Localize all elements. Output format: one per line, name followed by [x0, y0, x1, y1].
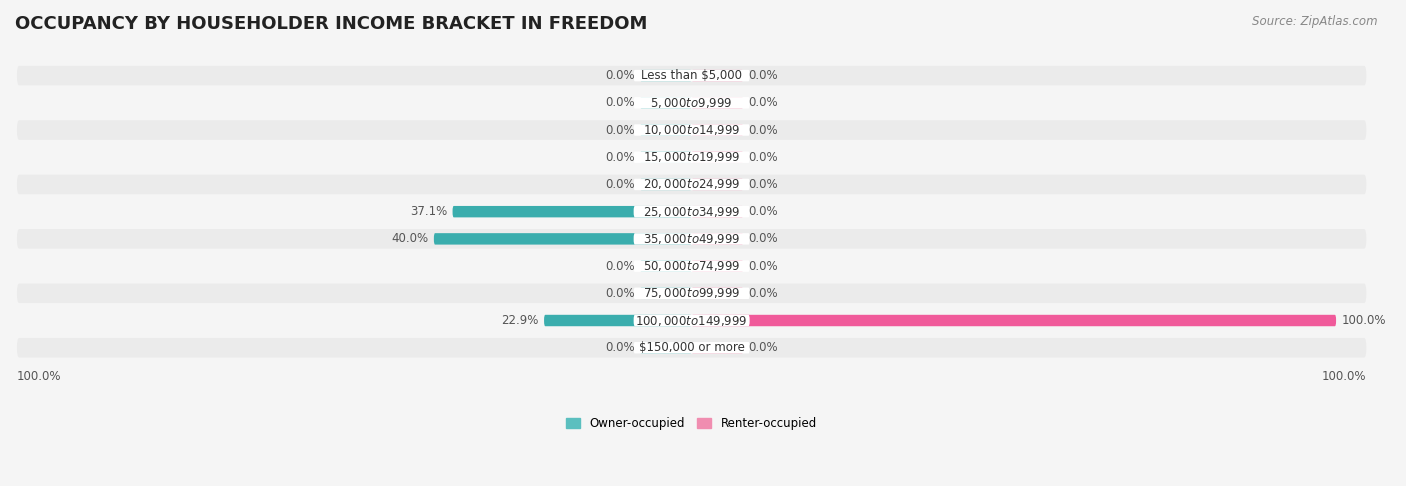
Text: 0.0%: 0.0% [748, 232, 778, 245]
FancyBboxPatch shape [640, 288, 692, 299]
FancyBboxPatch shape [17, 147, 1367, 167]
Text: 0.0%: 0.0% [606, 341, 636, 354]
Text: 0.0%: 0.0% [606, 287, 636, 300]
FancyBboxPatch shape [17, 256, 1367, 276]
Text: $150,000 or more: $150,000 or more [638, 341, 745, 354]
FancyBboxPatch shape [17, 120, 1367, 140]
FancyBboxPatch shape [544, 315, 692, 326]
FancyBboxPatch shape [634, 124, 749, 136]
Text: $75,000 to $99,999: $75,000 to $99,999 [643, 286, 741, 300]
FancyBboxPatch shape [640, 152, 692, 163]
Text: 0.0%: 0.0% [748, 69, 778, 82]
Text: $50,000 to $74,999: $50,000 to $74,999 [643, 259, 741, 273]
Text: 0.0%: 0.0% [748, 260, 778, 273]
FancyBboxPatch shape [692, 70, 744, 81]
Text: 0.0%: 0.0% [606, 260, 636, 273]
Text: 0.0%: 0.0% [606, 69, 636, 82]
FancyBboxPatch shape [17, 93, 1367, 113]
FancyBboxPatch shape [634, 233, 749, 244]
FancyBboxPatch shape [634, 315, 749, 326]
FancyBboxPatch shape [634, 342, 749, 353]
FancyBboxPatch shape [17, 202, 1367, 222]
FancyBboxPatch shape [434, 233, 692, 244]
FancyBboxPatch shape [692, 206, 744, 217]
Text: 0.0%: 0.0% [748, 151, 778, 164]
Text: 100.0%: 100.0% [1341, 314, 1386, 327]
FancyBboxPatch shape [640, 342, 692, 353]
Text: 0.0%: 0.0% [606, 178, 636, 191]
FancyBboxPatch shape [17, 311, 1367, 330]
FancyBboxPatch shape [692, 233, 744, 244]
FancyBboxPatch shape [634, 179, 749, 190]
Text: 0.0%: 0.0% [748, 205, 778, 218]
FancyBboxPatch shape [634, 206, 749, 217]
FancyBboxPatch shape [634, 260, 749, 272]
FancyBboxPatch shape [17, 229, 1367, 249]
FancyBboxPatch shape [692, 342, 744, 353]
Text: $100,000 to $149,999: $100,000 to $149,999 [636, 313, 748, 328]
Text: 0.0%: 0.0% [606, 123, 636, 137]
Text: $10,000 to $14,999: $10,000 to $14,999 [643, 123, 741, 137]
FancyBboxPatch shape [640, 260, 692, 272]
FancyBboxPatch shape [640, 179, 692, 190]
FancyBboxPatch shape [634, 152, 749, 163]
FancyBboxPatch shape [634, 97, 749, 108]
Text: 37.1%: 37.1% [411, 205, 447, 218]
FancyBboxPatch shape [692, 179, 744, 190]
Text: $20,000 to $24,999: $20,000 to $24,999 [643, 177, 741, 191]
FancyBboxPatch shape [692, 288, 744, 299]
FancyBboxPatch shape [692, 152, 744, 163]
Text: 0.0%: 0.0% [606, 151, 636, 164]
FancyBboxPatch shape [692, 315, 1336, 326]
Text: 0.0%: 0.0% [748, 96, 778, 109]
FancyBboxPatch shape [692, 260, 744, 272]
FancyBboxPatch shape [640, 70, 692, 81]
Text: 100.0%: 100.0% [17, 370, 62, 383]
FancyBboxPatch shape [17, 338, 1367, 358]
Text: 0.0%: 0.0% [748, 287, 778, 300]
FancyBboxPatch shape [634, 70, 749, 81]
FancyBboxPatch shape [17, 283, 1367, 303]
FancyBboxPatch shape [692, 97, 744, 108]
FancyBboxPatch shape [453, 206, 692, 217]
Text: $25,000 to $34,999: $25,000 to $34,999 [643, 205, 741, 219]
Legend: Owner-occupied, Renter-occupied: Owner-occupied, Renter-occupied [561, 412, 821, 435]
FancyBboxPatch shape [692, 124, 744, 136]
Text: Less than $5,000: Less than $5,000 [641, 69, 742, 82]
Text: 0.0%: 0.0% [606, 96, 636, 109]
Text: $5,000 to $9,999: $5,000 to $9,999 [651, 96, 733, 110]
Text: $35,000 to $49,999: $35,000 to $49,999 [643, 232, 741, 246]
Text: Source: ZipAtlas.com: Source: ZipAtlas.com [1253, 15, 1378, 28]
Text: OCCUPANCY BY HOUSEHOLDER INCOME BRACKET IN FREEDOM: OCCUPANCY BY HOUSEHOLDER INCOME BRACKET … [15, 15, 647, 33]
FancyBboxPatch shape [634, 288, 749, 299]
Text: 0.0%: 0.0% [748, 178, 778, 191]
Text: 0.0%: 0.0% [748, 123, 778, 137]
Text: 100.0%: 100.0% [1322, 370, 1367, 383]
Text: 40.0%: 40.0% [392, 232, 429, 245]
Text: $15,000 to $19,999: $15,000 to $19,999 [643, 150, 741, 164]
FancyBboxPatch shape [640, 124, 692, 136]
FancyBboxPatch shape [640, 97, 692, 108]
FancyBboxPatch shape [17, 66, 1367, 86]
Text: 0.0%: 0.0% [748, 341, 778, 354]
Text: 22.9%: 22.9% [502, 314, 538, 327]
FancyBboxPatch shape [17, 174, 1367, 194]
